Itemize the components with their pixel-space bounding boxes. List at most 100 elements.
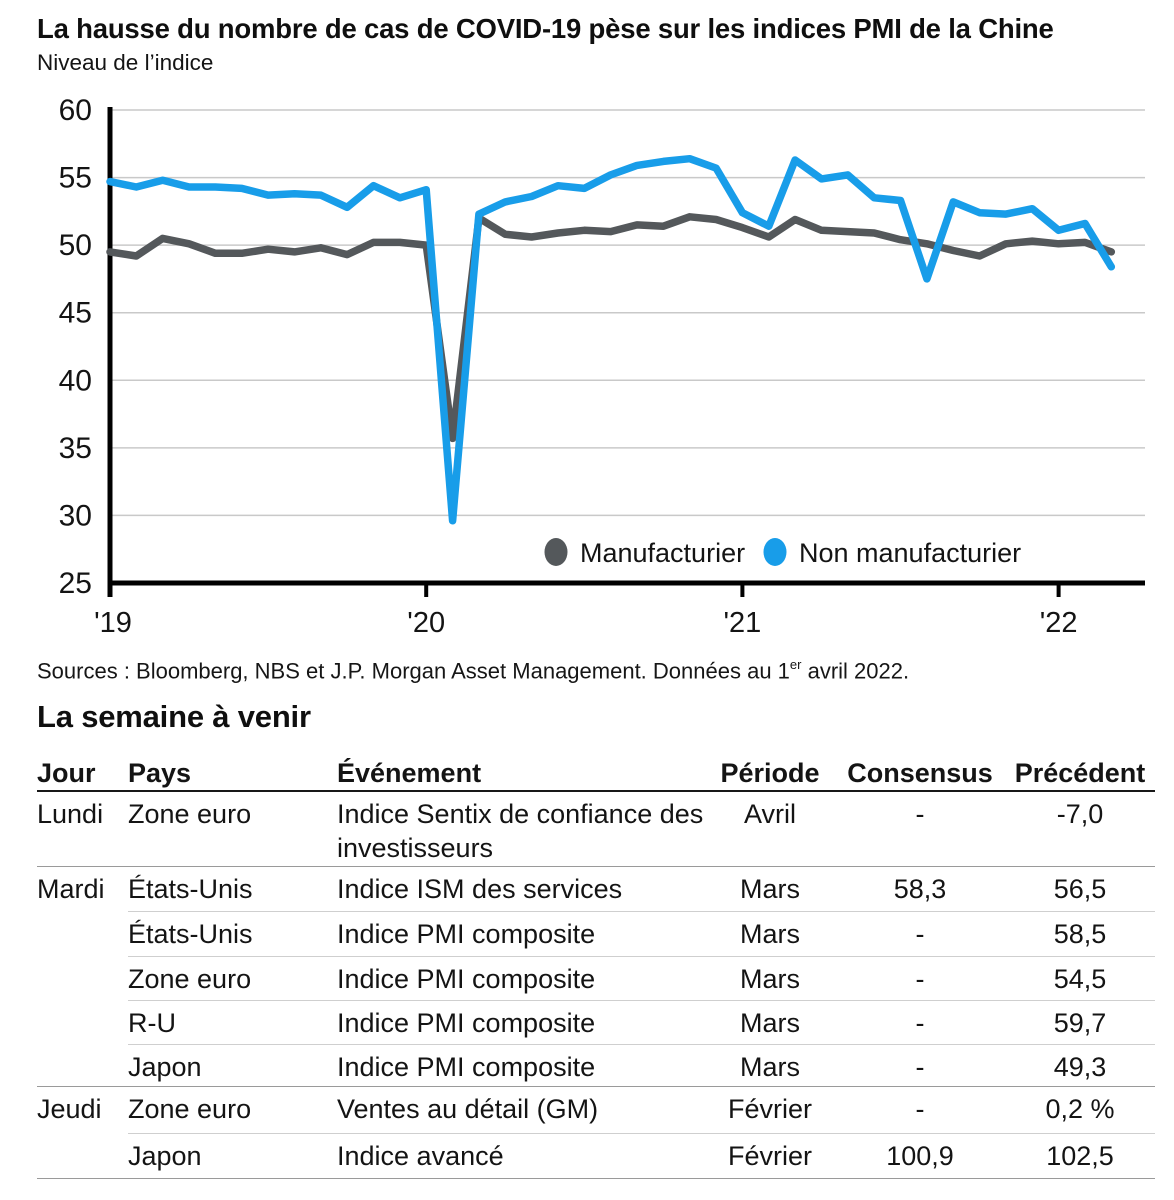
cell-periode: Mars [740,919,800,949]
cell-periode: Mars [740,964,800,994]
cell-jour [37,1045,128,1051]
sources-note: Sources : Bloomberg, NBS et J.P. Morgan … [37,657,910,684]
cell-jour [37,957,128,963]
table-row: Zone euro Indice PMI composite Mars - 54,5 [37,957,1155,1000]
x-axis-label: '20 [407,607,445,639]
cell-evenement: Indice Sentix de confiance des investiss… [337,799,704,863]
column-header-consensus: Consensus [847,758,993,788]
column-header-pays: Pays [128,758,192,788]
table-row: Jeudi Zone euro Ventes au détail (GM) Févri… [37,1087,1155,1133]
table-divider [37,1086,1155,1087]
cell-pays: R-U [128,1008,176,1038]
x-axis-label: '21 [724,607,762,639]
cell-consensus: 100,9 [886,1141,954,1171]
cell-pays: Japon [128,1141,202,1171]
cell-precedent: -7,0 [1056,799,1104,829]
cell-pays: Zone euro [128,799,252,829]
table-divider [37,866,1155,867]
cell-evenement: Indice PMI composite [337,919,596,949]
y-axis-label: 35 [59,432,92,465]
column-header-jour: Jour [37,758,96,788]
sources-text: Sources : Bloomberg, NBS et J.P. Morgan … [37,658,790,684]
column-header-precedent: Précédent [1014,758,1146,788]
cell-evenement: Ventes au détail (GM) [337,1094,599,1124]
cell-periode: Février [727,1094,812,1124]
cell-periode: Mars [740,1052,800,1082]
cell-precedent: 0,2 % [1045,1094,1115,1124]
cell-precedent: 49,3 [1053,1052,1107,1082]
cell-periode: Février [727,1141,812,1171]
pmi-line-chart: 60 55 50 45 40 35 30 25'19 '20 '21 '22 Manufacturie… [59,94,1145,639]
cell-consensus: - [915,1008,925,1038]
cell-evenement: Indice PMI composite [337,1008,596,1038]
cell-jour [37,1001,128,1007]
table-row: États-Unis Indice PMI composite Mars - 58,5 [37,912,1155,956]
cell-evenement: Indice PMI composite [337,964,596,994]
table-divider [128,1000,1155,1001]
chart-subtitle: Niveau de l’indice [37,50,214,75]
sources-text-suffix: avril 2022. [801,658,910,684]
x-axis-label: '19 [94,607,132,639]
table-divider [37,790,1155,792]
table-divider [128,1133,1155,1134]
table-row: Japon Indice PMI composite Mars - 49,3 [37,1045,1155,1086]
cell-pays: États-Unis [128,919,253,949]
chart-title: La hausse du nombre de cas de COVID-19 p… [37,13,1054,44]
series-line-non-manufacturier [106,154,1116,525]
cell-pays: États-Unis [128,874,253,904]
table-row: Lundi Zone euro Indice Sentix de confiance… [37,792,1155,866]
cell-consensus: - [915,799,925,829]
table-row: Mardi États-Unis Indice ISM des services Ma… [37,867,1155,911]
cell-periode: Avril [743,799,796,829]
cell-pays: Japon [128,1052,202,1082]
cell-consensus: - [915,1094,925,1124]
cell-consensus: - [915,964,925,994]
cell-jour [37,1134,128,1140]
y-axis-label: 50 [59,229,92,262]
table-divider [128,911,1155,912]
cell-jour: Lundi [37,799,104,829]
cell-jour [37,912,128,918]
table-header-row: Jour Pays Événement Période Consensus Précéde… [37,751,1155,790]
legend-dot-non-manufacturier [763,538,787,566]
table-divider [37,1178,1155,1179]
cell-precedent: 58,5 [1053,919,1107,949]
cell-consensus: - [915,919,925,949]
cell-periode: Mars [740,1008,800,1038]
column-header-evenement: Événement [337,758,482,788]
cell-precedent: 59,7 [1053,1008,1107,1038]
y-axis-label: 55 [59,162,92,195]
cell-precedent: 102,5 [1046,1141,1114,1171]
y-axis-label: 60 [59,94,92,127]
cell-pays: Zone euro [128,964,252,994]
legend-label: Non manufacturier [799,538,1021,568]
cell-evenement: Indice avancé [337,1141,504,1171]
table-divider [128,1044,1155,1045]
x-axis-label: '22 [1040,607,1078,639]
cell-pays: Zone euro [128,1094,252,1124]
column-header-periode: Période [720,758,820,788]
legend-dot-manufacturier [544,538,568,566]
section-title: La semaine à venir [37,699,311,734]
cell-evenement: Indice ISM des services [337,874,623,904]
legend-label: Manufacturier [580,538,745,568]
cell-consensus: - [915,1052,925,1082]
y-axis-label: 45 [59,297,92,330]
series-line-manufacturier [106,213,1116,443]
y-axis-label: 40 [59,364,92,397]
y-axis-label: 25 [59,567,92,600]
week-ahead-table: Jour Pays Événement Période Consensus Précéde… [37,751,1155,1179]
cell-jour: Jeudi [37,1094,102,1124]
y-axis-label: 30 [59,499,92,532]
cell-periode: Mars [740,874,800,904]
table-divider [128,956,1155,957]
cell-jour: Mardi [37,874,105,904]
table-row: R-U Indice PMI composite Mars - 59,7 [37,1001,1155,1044]
table-row: Japon Indice avancé Février 100,9 102,5 [37,1134,1155,1178]
cell-precedent: 56,5 [1053,874,1107,904]
sources-superscript: er [789,657,802,672]
cell-consensus: 58,3 [893,874,947,904]
cell-precedent: 54,5 [1053,964,1107,994]
cell-evenement: Indice PMI composite [337,1052,596,1082]
